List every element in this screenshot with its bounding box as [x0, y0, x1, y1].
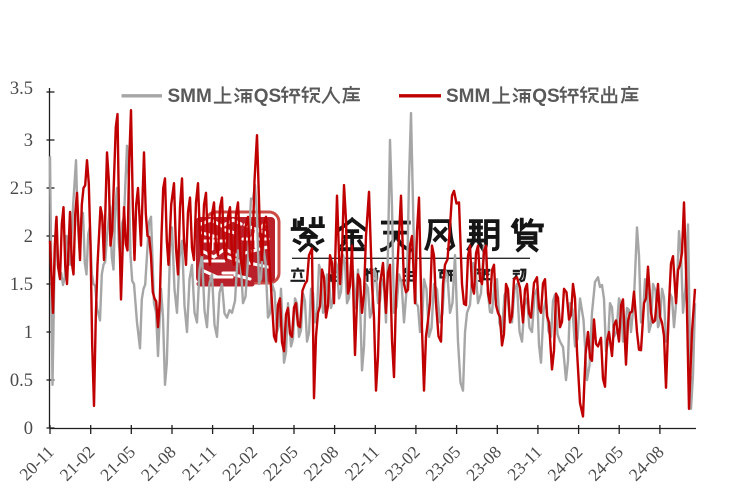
svg-text:1: 1: [24, 323, 33, 343]
svg-text:2: 2: [24, 227, 33, 247]
svg-text:SMM: SMM: [168, 86, 212, 107]
svg-text:3.5: 3.5: [10, 79, 33, 99]
svg-text:0: 0: [24, 419, 33, 439]
svg-text:QS: QS: [254, 86, 281, 107]
svg-text:2.5: 2.5: [10, 179, 33, 199]
svg-text:SMM: SMM: [446, 86, 490, 107]
svg-text:QS: QS: [532, 86, 559, 107]
svg-text:3: 3: [24, 131, 33, 151]
svg-text:1.5: 1.5: [10, 275, 33, 295]
svg-text:0.5: 0.5: [10, 371, 33, 391]
